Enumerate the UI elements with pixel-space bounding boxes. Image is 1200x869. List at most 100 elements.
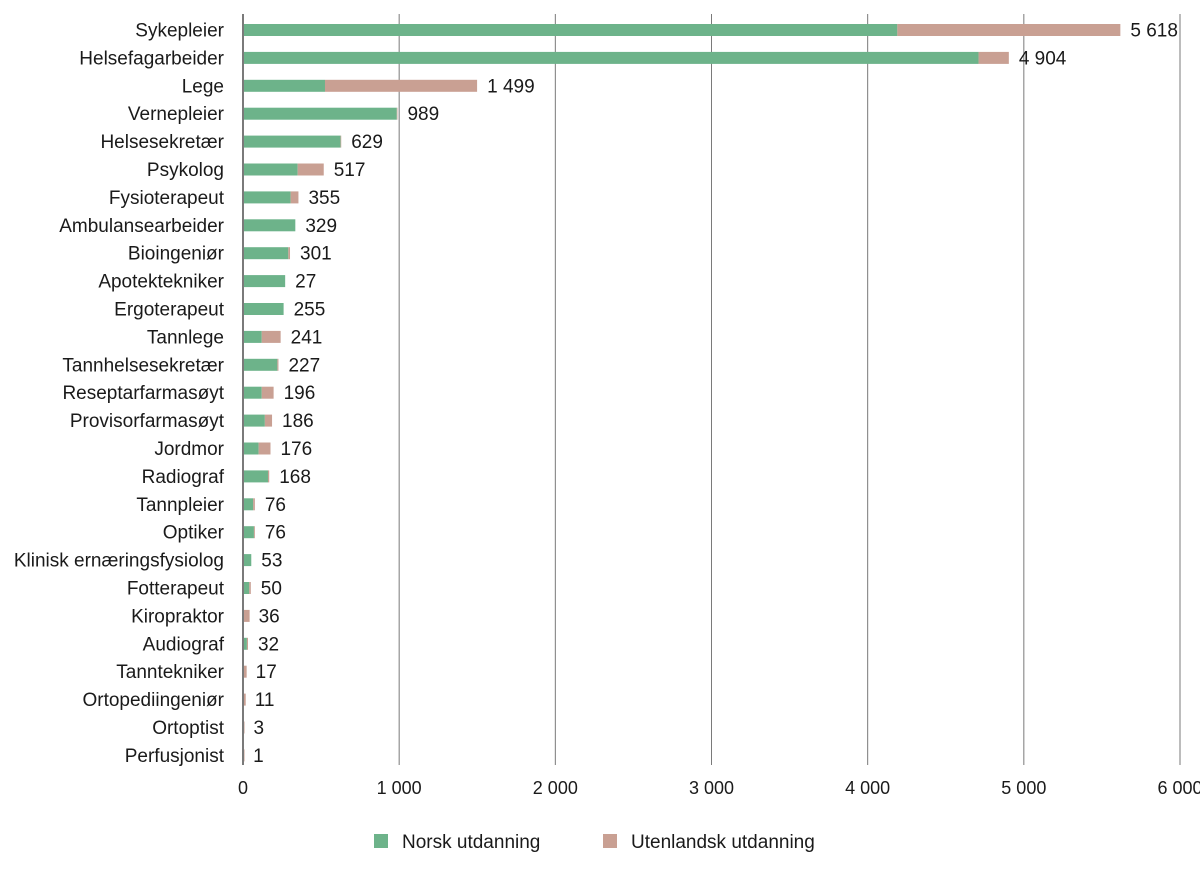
bar-segment-utenlandsk xyxy=(324,79,478,92)
legend-swatch xyxy=(603,834,617,848)
x-tick-label: 0 xyxy=(238,778,248,798)
bar-segment-norsk xyxy=(244,442,259,455)
bar-value-label: 36 xyxy=(259,606,280,627)
bar-value-label: 255 xyxy=(294,300,326,321)
bar-segment-utenlandsk xyxy=(267,470,270,483)
bar-value-label: 355 xyxy=(308,188,340,209)
category-label: Ambulansearbeider xyxy=(59,216,224,237)
category-label: Radiograf xyxy=(142,467,225,488)
bar-segment-utenlandsk xyxy=(978,51,1009,64)
category-label: Ortopediingeniør xyxy=(82,690,224,711)
category-label: Ergoterapeut xyxy=(114,300,225,321)
bar-segment-norsk xyxy=(244,219,296,232)
x-tick-label: 2 000 xyxy=(533,778,578,798)
bar-value-label: 32 xyxy=(258,634,279,655)
value-labels: 5 618 4 904 1 499 989 629 517 355 329 301 27 255 24… xyxy=(253,21,1178,767)
category-label: Vernepleier xyxy=(128,104,225,125)
category-label: Lege xyxy=(182,76,224,97)
bar-value-label: 17 xyxy=(256,662,277,683)
x-tick-label: 1 000 xyxy=(377,778,422,798)
bar-segment-norsk xyxy=(244,386,262,399)
bar-segment-utenlandsk xyxy=(396,107,398,120)
bar-segment-utenlandsk xyxy=(249,582,251,594)
category-label: Tannpleier xyxy=(136,495,224,516)
category-label: Provisorfarmasøyt xyxy=(70,411,225,432)
bar-segment-utenlandsk xyxy=(258,442,271,455)
x-tick-label: 6 000 xyxy=(1157,778,1200,798)
category-labels: Sykepleier Helsefagarbeider Lege Vernepleie… xyxy=(14,21,225,767)
category-label: Psykolog xyxy=(147,160,224,181)
bar-segment-utenlandsk xyxy=(288,247,291,260)
bar-value-label: 1 499 xyxy=(487,76,535,97)
bar-segment-norsk xyxy=(244,582,250,594)
legend-label: Norsk utdanning xyxy=(402,832,540,853)
bar-segment-utenlandsk xyxy=(244,665,247,678)
bar-segment-utenlandsk xyxy=(244,749,245,762)
bar-value-label: 53 xyxy=(261,551,282,572)
bar-value-label: 227 xyxy=(288,355,320,376)
x-axis-ticks: 0 1 000 2 000 3 000 4 000 5 000 6 000 xyxy=(238,778,1200,798)
bar-value-label: 186 xyxy=(282,411,314,432)
bar-segment-norsk xyxy=(244,275,286,288)
bar-segment-utenlandsk xyxy=(244,693,246,706)
bar-segment-norsk xyxy=(244,554,252,567)
legend-swatch xyxy=(374,834,388,848)
bar-segment-norsk xyxy=(244,79,325,92)
bar-segment-utenlandsk xyxy=(261,386,274,399)
bar-segment-norsk xyxy=(244,107,397,120)
category-label: Perfusjonist xyxy=(125,746,225,767)
bar-segment-utenlandsk xyxy=(277,358,279,371)
bar-segment-utenlandsk xyxy=(290,191,299,204)
bar-segment-norsk xyxy=(244,414,265,427)
bar-segment-norsk xyxy=(244,303,284,315)
bar-segment-norsk xyxy=(244,470,268,483)
category-label: Helsesekretær xyxy=(100,132,224,153)
category-label: Optiker xyxy=(163,523,225,544)
bar-value-label: 3 xyxy=(253,718,264,739)
x-tick-label: 4 000 xyxy=(845,778,890,798)
legend: Norsk utdanning Utenlandsk utdanning xyxy=(374,832,815,853)
bar-value-label: 196 xyxy=(284,383,316,404)
bar-segment-utenlandsk xyxy=(297,163,324,176)
bar-segment-utenlandsk xyxy=(244,609,250,622)
category-label: Reseptarfarmasøyt xyxy=(62,383,224,404)
bar-segment-norsk xyxy=(244,51,979,64)
category-label: Ortoptist xyxy=(152,718,225,739)
bar-segment-norsk xyxy=(244,526,254,539)
category-label: Helsefagarbeider xyxy=(79,48,224,69)
bar-segment-utenlandsk xyxy=(261,330,281,343)
bar-value-label: 517 xyxy=(334,160,366,181)
category-label: Apotektekniker xyxy=(98,272,224,293)
x-tick-label: 5 000 xyxy=(1001,778,1046,798)
category-label: Sykepleier xyxy=(135,21,224,42)
bar-value-label: 76 xyxy=(265,495,286,516)
bar-segment-norsk xyxy=(244,637,247,650)
category-label: Fotterapeut xyxy=(127,579,225,600)
bar-segment-utenlandsk xyxy=(340,135,342,148)
bar-value-label: 11 xyxy=(255,690,275,711)
bar-value-label: 168 xyxy=(279,467,311,488)
category-label: Bioingeniør xyxy=(128,244,225,265)
bar-value-label: 5 618 xyxy=(1130,21,1178,42)
bars xyxy=(244,24,1121,762)
category-label: Klinisk ernæringsfysiolog xyxy=(14,551,224,572)
gridlines xyxy=(242,14,1181,765)
category-label: Tannhelsesekretær xyxy=(62,355,224,376)
category-label: Tanntekniker xyxy=(116,662,224,683)
bar-segment-norsk xyxy=(244,163,298,176)
category-label: Tannlege xyxy=(147,327,224,348)
bar-segment-norsk xyxy=(244,330,262,343)
bar-segment-utenlandsk xyxy=(253,526,255,539)
bar-segment-norsk xyxy=(244,358,278,371)
category-label: Jordmor xyxy=(154,439,224,460)
bar-segment-utenlandsk xyxy=(246,637,248,650)
bar-value-label: 989 xyxy=(407,104,439,125)
category-label: Fysioterapeut xyxy=(109,188,225,209)
bar-value-label: 176 xyxy=(280,439,312,460)
bar-value-label: 27 xyxy=(295,272,316,293)
category-label: Kiropraktor xyxy=(131,606,225,627)
bar-segment-norsk xyxy=(244,135,341,148)
bar-value-label: 329 xyxy=(305,216,337,237)
bar-segment-norsk xyxy=(244,24,898,36)
